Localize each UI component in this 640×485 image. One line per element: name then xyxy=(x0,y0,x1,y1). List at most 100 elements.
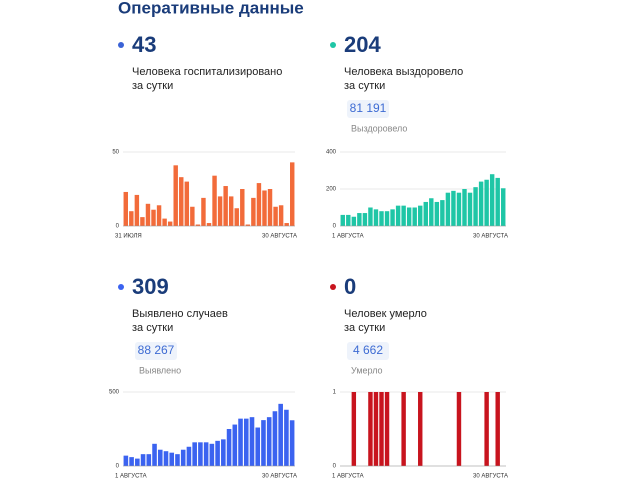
bar xyxy=(445,192,451,226)
bar xyxy=(451,190,456,226)
bar xyxy=(266,417,272,466)
bar xyxy=(156,205,162,226)
bar xyxy=(272,411,278,466)
x-tick-label: 1 АВГУСТА xyxy=(115,474,147,480)
bar xyxy=(215,440,220,466)
bar xyxy=(278,403,283,466)
bar xyxy=(195,224,201,226)
x-tick-label: 30 АВГУСТА xyxy=(262,234,297,240)
bar xyxy=(129,211,134,226)
bar xyxy=(401,205,406,226)
bar xyxy=(289,420,295,466)
total-box xyxy=(347,100,389,118)
bar xyxy=(434,201,440,226)
bar xyxy=(423,201,428,226)
bar xyxy=(489,174,495,226)
bar xyxy=(203,442,209,466)
total-label: Выздоровело xyxy=(351,123,407,133)
bar xyxy=(206,223,212,226)
bar xyxy=(201,197,206,226)
bar xyxy=(401,392,406,466)
x-tick-label: 30 АВГУСТА xyxy=(473,234,508,240)
y-tick-label: 400 xyxy=(326,150,337,156)
stat-caption: за сутки xyxy=(132,322,173,334)
bar xyxy=(484,392,489,466)
y-tick-label: 0 xyxy=(333,464,337,470)
bar xyxy=(267,189,273,226)
bar xyxy=(440,200,445,226)
status-dot xyxy=(118,284,124,290)
bar xyxy=(245,224,251,226)
status-dot xyxy=(330,42,336,48)
bar xyxy=(157,449,163,466)
x-tick-label: 1 АВГУСТА xyxy=(332,474,364,480)
bar xyxy=(456,192,462,226)
bar xyxy=(198,442,203,466)
bar xyxy=(134,194,140,226)
bar xyxy=(217,196,223,226)
bar xyxy=(186,446,192,466)
stat-value: 309 xyxy=(132,274,169,299)
bar xyxy=(418,392,423,466)
bar xyxy=(192,442,197,466)
bar xyxy=(261,420,266,466)
bar xyxy=(123,191,128,226)
bar xyxy=(384,211,390,226)
bar xyxy=(384,392,390,466)
bar xyxy=(462,189,467,226)
bar xyxy=(135,458,140,466)
bar xyxy=(368,207,373,226)
y-tick-label: 0 xyxy=(333,224,337,230)
bar xyxy=(249,417,255,466)
bar xyxy=(406,207,412,226)
bar xyxy=(484,179,489,226)
bar xyxy=(238,418,243,466)
x-tick-label: 30 АВГУСТА xyxy=(473,474,508,480)
x-tick-label: 31 ИЮЛЯ xyxy=(115,234,142,240)
bar xyxy=(362,213,368,226)
page-title: Оперативные данные xyxy=(118,0,304,17)
bar xyxy=(255,427,261,466)
y-tick-label: 1 xyxy=(333,390,337,396)
bar xyxy=(180,449,186,466)
y-tick-label: 0 xyxy=(116,224,120,230)
bar xyxy=(379,392,384,466)
bar xyxy=(209,443,215,466)
bar xyxy=(262,190,267,226)
total-value: 81 191 xyxy=(350,101,387,115)
status-dot xyxy=(330,284,336,290)
bar xyxy=(273,206,278,226)
bar xyxy=(251,197,256,226)
bar xyxy=(140,217,145,226)
bar xyxy=(256,183,262,226)
bar xyxy=(226,429,232,466)
bar xyxy=(456,392,462,466)
bar xyxy=(284,409,289,466)
bar xyxy=(167,221,173,226)
bar xyxy=(162,218,167,226)
bar xyxy=(243,418,249,466)
bar xyxy=(373,392,379,466)
bar xyxy=(140,454,146,466)
stat-value: 0 xyxy=(344,274,356,299)
bar xyxy=(501,188,506,226)
bar xyxy=(351,216,357,226)
bar xyxy=(351,392,357,466)
bar xyxy=(418,205,423,226)
bar xyxy=(495,392,500,466)
bar xyxy=(190,206,195,226)
stat-caption: Человека выздоровело xyxy=(344,66,463,78)
stat-caption: Выявлено случаев xyxy=(132,308,228,320)
bar xyxy=(129,457,134,466)
bar xyxy=(232,424,238,466)
bar xyxy=(173,165,178,226)
bar xyxy=(184,181,190,226)
bar xyxy=(390,209,395,226)
bar xyxy=(346,214,351,226)
bar xyxy=(395,205,401,226)
stat-caption: за сутки xyxy=(344,80,385,92)
stat-caption: Человек умерло xyxy=(344,308,427,320)
bar xyxy=(284,223,289,226)
bar xyxy=(212,175,217,226)
